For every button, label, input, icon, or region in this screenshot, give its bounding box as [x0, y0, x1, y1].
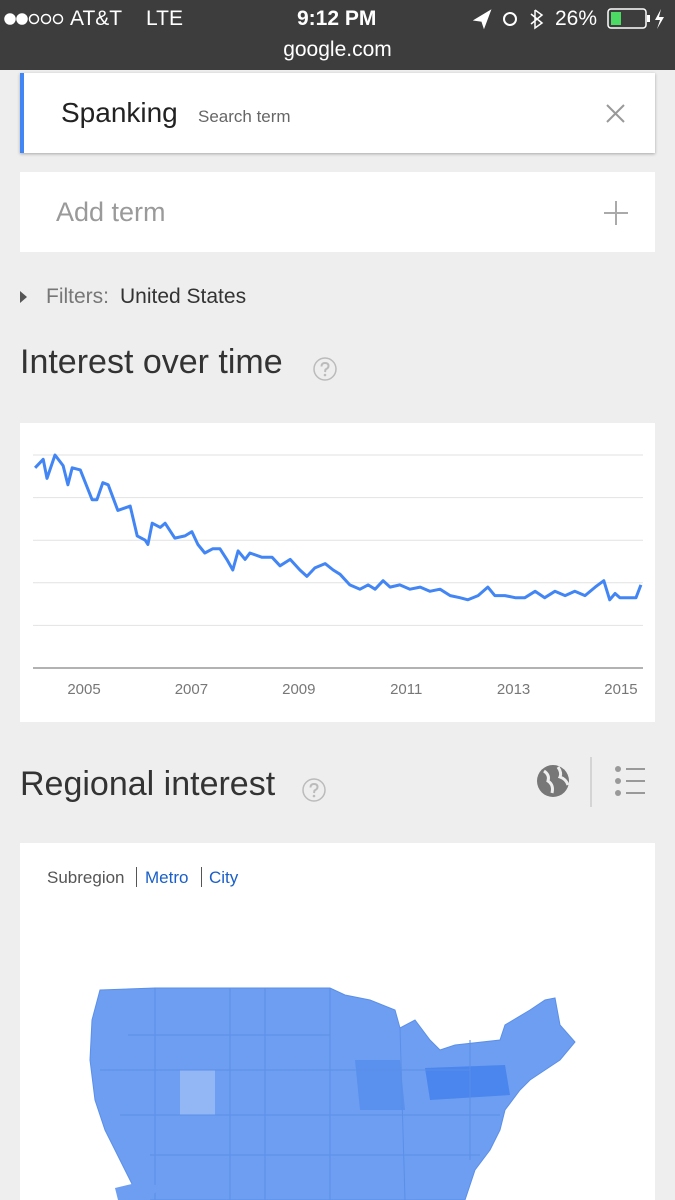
help-icon[interactable]: [302, 778, 326, 802]
x-tick-label: 2009: [282, 681, 315, 698]
chart: 2005 2007 2009 2011 2013 2015: [33, 453, 643, 698]
tab-metro[interactable]: Metro: [145, 868, 189, 887]
add-icon[interactable]: [603, 200, 629, 226]
add-term[interactable]: Add term: [56, 197, 166, 227]
carrier: AT&T: [70, 7, 123, 30]
x-tick-label: 2013: [497, 681, 530, 698]
clock: 9:12 PM: [297, 7, 377, 30]
view-toggles[interactable]: [530, 755, 660, 810]
search-term-label: Search term: [198, 107, 291, 126]
section-title: Interest over time: [20, 343, 283, 381]
tab-separator: [201, 867, 202, 887]
url[interactable]: google.com: [283, 38, 392, 61]
tab-city[interactable]: City: [209, 868, 239, 887]
filters-label[interactable]: Filters:: [46, 285, 109, 308]
add-term-card[interactable]: [20, 172, 655, 252]
battery-level: 26%: [555, 7, 598, 30]
network: LTE: [146, 7, 183, 30]
section-title: Regional interest: [20, 765, 276, 803]
status-bar: [0, 0, 675, 70]
help-icon[interactable]: [313, 357, 337, 381]
tab-subregion[interactable]: Subregion: [47, 868, 125, 887]
filters-toggle[interactable]: [18, 290, 30, 304]
remove-term[interactable]: [605, 103, 627, 125]
status-icons: [4, 8, 664, 30]
tab-separator: [136, 867, 137, 887]
x-tick-label: 2015: [604, 681, 637, 698]
filters-value[interactable]: United States: [120, 285, 247, 308]
x-tick-label: 2005: [67, 681, 100, 698]
search-term[interactable]: Spanking: [61, 97, 178, 128]
series-line: [34, 453, 643, 602]
x-tick-label: 2011: [390, 681, 422, 698]
search-term-card[interactable]: [20, 73, 655, 153]
us-map[interactable]: [0, 960, 675, 1200]
x-tick-label: 2007: [175, 681, 208, 698]
